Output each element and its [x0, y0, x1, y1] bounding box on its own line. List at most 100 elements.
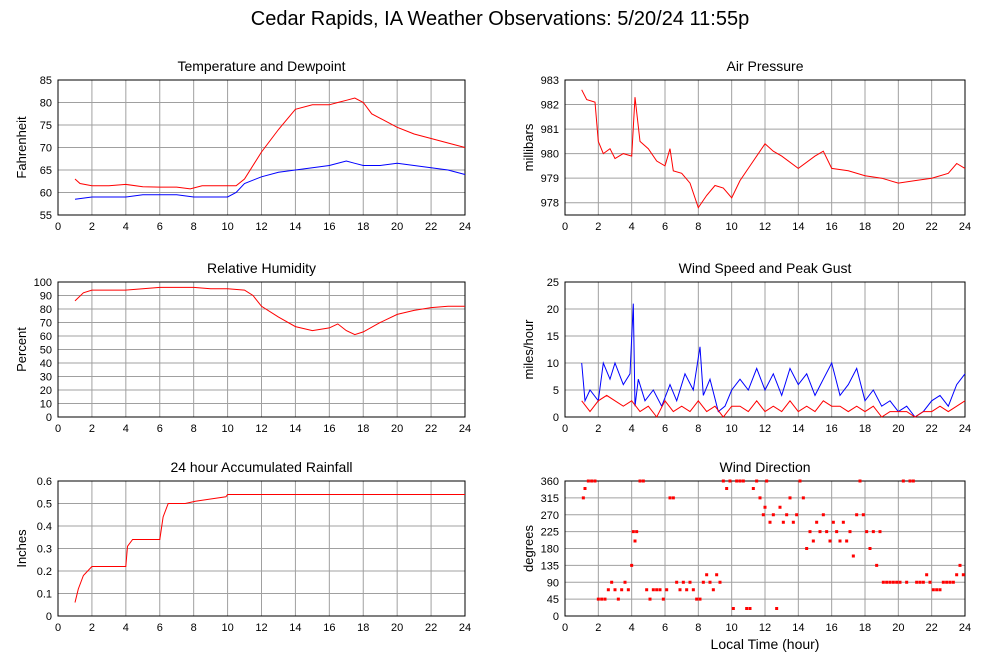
rain-series-line: [74, 494, 465, 603]
direction-plot-frame: [564, 480, 966, 617]
direction-point: [665, 588, 669, 592]
temp-xtick-label: 14: [289, 221, 301, 233]
direction-point: [671, 496, 675, 500]
direction-point: [811, 539, 815, 543]
wind-xtick-label: 22: [926, 423, 938, 435]
humidity-plot-frame: [57, 281, 466, 418]
humidity-ytick-label: 40: [40, 358, 52, 370]
rain-xtick-label: 8: [191, 622, 197, 634]
direction-point: [675, 580, 679, 584]
direction-point: [905, 580, 909, 584]
direction-point: [835, 530, 839, 534]
pressure-xtick-label: 16: [826, 221, 838, 233]
direction-point: [741, 479, 745, 483]
direction-point: [751, 487, 755, 490]
humidity-xtick-label: 2: [89, 423, 95, 435]
direction-point: [868, 547, 872, 550]
direction-xtick-label: 18: [859, 622, 871, 634]
direction-point: [765, 479, 769, 483]
direction-xtick-label: 12: [759, 622, 771, 634]
direction-point: [725, 487, 729, 490]
temp-chart-title: Temperature and Dewpoint: [177, 58, 345, 74]
pressure-ytick-label: 978: [541, 198, 559, 210]
temp-series-line: [74, 97, 466, 190]
wind-xtick-label: 20: [892, 423, 904, 435]
direction-ytick-label: 270: [541, 510, 559, 522]
direction-point: [941, 580, 945, 584]
pressure-ytick-label: 983: [541, 75, 559, 87]
direction-point: [661, 597, 665, 601]
rain-ytick-label: 0.3: [37, 544, 52, 556]
direction-point: [788, 496, 792, 500]
direction-point: [911, 479, 915, 483]
pressure-ytick-label: 981: [541, 124, 559, 136]
rain-xtick-label: 2: [89, 622, 95, 634]
pressure-ytick-label: 982: [541, 100, 559, 112]
direction-xtick-label: 24: [959, 622, 971, 634]
direction-point: [771, 513, 775, 517]
rain-xtick-label: 10: [221, 622, 233, 634]
direction-xtick-label: 8: [695, 622, 701, 634]
direction-point: [631, 530, 635, 534]
humidity-xtick-label: 24: [459, 423, 471, 435]
direction-point: [581, 496, 585, 500]
direction-point: [805, 547, 809, 550]
direction-point: [651, 588, 655, 592]
direction-ytick-label: 180: [541, 544, 559, 556]
direction-point: [596, 597, 600, 601]
direction-xtick-label: 4: [629, 622, 635, 634]
direction-point: [685, 588, 689, 592]
direction-point: [763, 505, 767, 509]
direction-point: [698, 597, 702, 601]
direction-point: [630, 563, 634, 567]
pressure-y-axis-label: millibars: [521, 123, 536, 171]
direction-point: [768, 520, 772, 524]
humidity-ytick-label: 100: [34, 277, 52, 289]
direction-point: [745, 607, 749, 610]
direction-point: [600, 597, 604, 601]
direction-point: [691, 588, 695, 592]
direction-point: [891, 580, 895, 584]
wind-xtick-label: 4: [629, 423, 635, 435]
direction-point: [875, 563, 879, 567]
wind-xtick-label: 10: [726, 423, 738, 435]
humidity-xtick-label: 16: [323, 423, 335, 435]
direction-point: [921, 580, 925, 584]
rain-xtick-label: 4: [123, 622, 129, 634]
direction-point: [645, 588, 649, 592]
wind-xtick-label: 18: [859, 423, 871, 435]
direction-point: [818, 530, 822, 534]
direction-point: [583, 487, 587, 490]
humidity-xtick-label: 6: [157, 423, 163, 435]
rain-xtick-label: 20: [391, 622, 403, 634]
wind-xtick-label: 8: [695, 423, 701, 435]
temp-ytick-label: 85: [40, 75, 52, 87]
rain-xtick-label: 0: [55, 622, 61, 634]
direction-point: [695, 597, 699, 601]
direction-ytick-label: 45: [547, 594, 559, 606]
temp-xtick-label: 18: [357, 221, 369, 233]
direction-point: [821, 513, 825, 517]
direction-point: [925, 573, 929, 577]
direction-point: [718, 580, 722, 584]
direction-point: [655, 588, 659, 592]
wind-ytick-label: 0: [553, 412, 559, 424]
rain-plot-frame: [57, 480, 466, 617]
direction-point: [825, 530, 829, 534]
direction-point: [633, 539, 637, 543]
wind-xtick-label: 6: [662, 423, 668, 435]
direction-point: [616, 597, 620, 601]
wind-chart-title: Wind Speed and Peak Gust: [679, 260, 852, 276]
direction-point: [715, 573, 719, 577]
direction-point: [808, 530, 812, 534]
wind-xtick-label: 0: [562, 423, 568, 435]
wind-series-line: [581, 394, 966, 418]
direction-point: [638, 479, 642, 483]
direction-point: [798, 479, 802, 483]
direction-point: [801, 496, 805, 500]
direction-point: [775, 607, 779, 610]
wind-ytick-label: 20: [547, 304, 559, 316]
pressure-xtick-label: 22: [926, 221, 938, 233]
humidity-ytick-label: 90: [40, 291, 52, 303]
